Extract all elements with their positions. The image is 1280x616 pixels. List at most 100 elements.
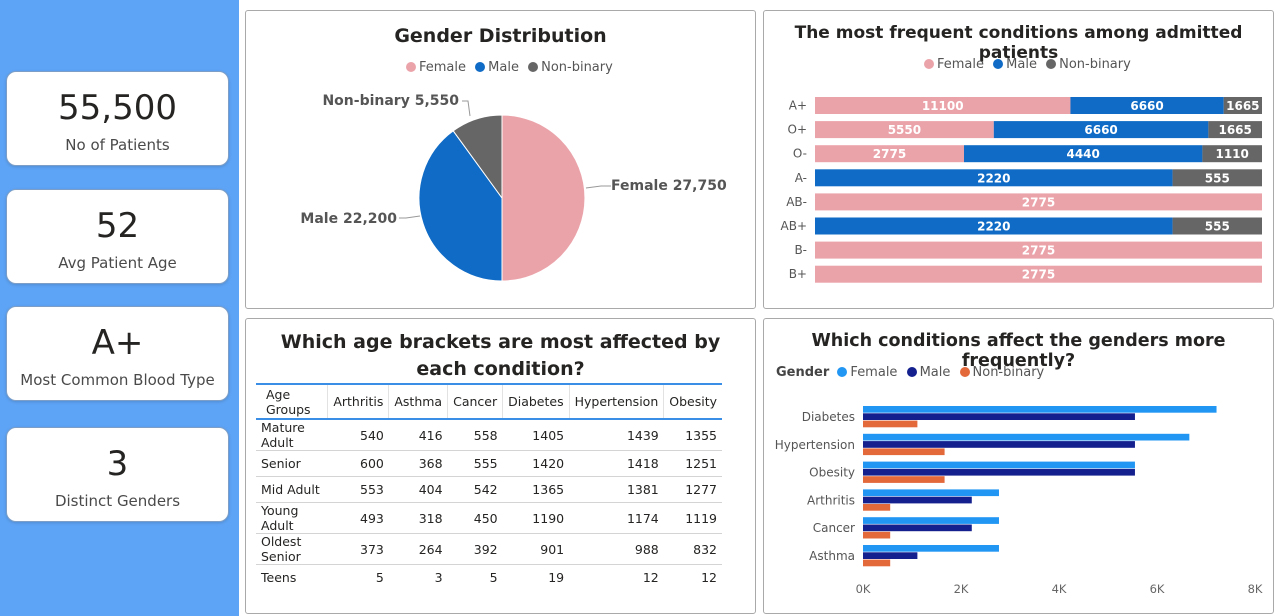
kpi-value-avg-age: 52 [95,206,140,246]
bar-segment-female[interactable] [815,121,994,139]
bar-nonbinary[interactable] [863,476,945,483]
bar-nonbinary[interactable] [863,559,891,567]
bar-nonbinary[interactable] [863,420,918,428]
table-row[interactable]: Mature Adult 540 416 558 1405 1439 1355 [256,419,722,451]
pie-slice-nonbinary[interactable] [452,114,503,200]
table-row[interactable]: Teens 5 3 5 19 12 12 [256,565,722,591]
kpi-card-genders[interactable]: 3 Distinct Genders [6,427,229,522]
category-label: Asthma [809,549,855,563]
table-cell: Senior [256,450,328,477]
bar-female[interactable] [863,461,1135,469]
blood-stacked-bar-chart[interactable]: A+ 11100 6660 1665 O+ 5550 6660 1665 O- 2775 4440 1… [764,91,1273,306]
data-label: 2775 [1022,244,1055,258]
bar-segment-male[interactable] [964,145,1203,163]
data-label: 5550 [888,123,921,137]
table-cell: 450 [447,502,503,534]
category-label: O+ [788,123,808,137]
table-cell: 901 [502,533,570,565]
gender-pie-chart[interactable]: Female 27,750 Male 22,200 Non-binary 5,5… [246,86,755,306]
table-cell: Young Adult [256,502,328,534]
col-header-diabetes[interactable]: Diabetes [502,383,570,420]
age-brackets-table: Age Groups Arthritis Asthma Cancer Diabe… [256,383,722,590]
x-tick-label: 0K [856,582,871,596]
table-row[interactable]: Mid Adult 553 404 542 1365 1381 1277 [256,476,722,503]
data-label: 6660 [1130,99,1163,113]
kpi-card-patients[interactable]: 55,500 No of Patients [6,71,229,166]
col-header-cancer[interactable]: Cancer [447,383,504,420]
table-cell: 264 [388,533,448,565]
legend-dot-female [837,367,848,377]
bar-segment-nonbinary[interactable] [1223,97,1262,114]
bar-female[interactable] [863,406,1217,413]
bar-female[interactable] [863,517,999,524]
pie-slice-female[interactable] [501,114,586,282]
bar-segment-male[interactable] [993,121,1209,139]
bar-segment-female[interactable] [815,241,1262,259]
kpi-value-blood-type: A+ [91,323,144,363]
col-header-obesity[interactable]: Obesity [663,383,722,420]
gender-distribution-card[interactable]: Gender Distribution Female Male Non-bina… [245,10,756,309]
table-cell: 558 [447,419,503,451]
pie-slice-male[interactable] [418,130,503,282]
table-row[interactable]: Senior 600 368 555 1420 1418 1251 [256,450,722,477]
kpi-card-blood-type[interactable]: A+ Most Common Blood Type [6,306,229,401]
kpi-label-genders: Distinct Genders [54,492,181,510]
bar-male[interactable] [863,524,972,532]
data-label: 555 [1205,220,1230,234]
col-header-age-groups[interactable]: Age Groups [256,383,329,420]
conditions-grouped-bar-chart[interactable]: Diabetes Hypertension Obesity Arthritis Canc… [764,393,1273,613]
data-label: 2775 [1022,195,1055,209]
bar-male[interactable] [863,496,972,504]
table-row[interactable]: Oldest Senior 373 264 392 901 988 832 [256,533,722,565]
col-header-arthritis[interactable]: Arthritis [327,383,390,420]
kpi-card-avg-age[interactable]: 52 Avg Patient Age [6,189,229,284]
table-cell: 392 [447,533,503,565]
table-cell: 553 [327,476,389,503]
bar-male[interactable] [863,413,1135,420]
table-header-row: Age Groups Arthritis Asthma Cancer Diabe… [256,383,722,420]
bar-segment-female[interactable] [815,97,1071,114]
bar-segment-male[interactable] [815,217,1173,235]
legend-label-female: Female [850,365,898,380]
bar-segment-nonbinary[interactable] [1172,169,1262,187]
table-cell: 12 [701,570,717,585]
bar-nonbinary[interactable] [863,531,891,539]
legend-label-nonbinary: Non-binary [972,365,1045,380]
category-label: B- [794,243,807,257]
bar-female[interactable] [863,489,999,497]
col-header-hypertension[interactable]: Hypertension [569,383,665,420]
bar-nonbinary[interactable] [863,448,945,456]
conditions-gender-card[interactable]: Which conditions affect the genders more… [763,318,1274,614]
bar-nonbinary[interactable] [863,504,891,511]
bar-male[interactable] [863,441,1135,448]
blood-type-card[interactable]: The most frequent conditions among admit… [763,10,1274,309]
bar-segment-male[interactable] [815,169,1173,187]
bar-segment-nonbinary[interactable] [1202,145,1262,163]
bar-female[interactable] [863,545,999,552]
col-header-asthma[interactable]: Asthma [388,383,449,420]
bar-segment-nonbinary[interactable] [1172,217,1262,235]
table-cell: 1405 [502,419,570,451]
data-label: 2775 [1022,268,1055,282]
bar-segment-male[interactable] [1070,97,1224,114]
bar-male[interactable] [863,552,918,559]
category-label: A+ [789,99,807,113]
bar-segment-nonbinary[interactable] [1208,121,1262,139]
table-cell: 1190 [502,502,570,534]
table-cell: 1381 [569,476,664,503]
category-label: AB- [786,195,807,209]
bar-segment-female[interactable] [815,145,964,163]
blood-chart-title: The most frequent conditions among admit… [794,23,1243,63]
gender-legend: Female Male Non-binary [401,60,613,75]
legend-label-male: Male [919,365,951,380]
bar-female[interactable] [863,433,1190,441]
bar-male[interactable] [863,468,1135,476]
age-brackets-card[interactable]: Which age brackets are most affected by … [245,318,756,614]
table-cell: 1174 [569,502,664,534]
table-cell: 1277 [663,476,722,503]
bar-segment-female[interactable] [815,193,1262,211]
category-label: A- [795,171,807,185]
table-row[interactable]: Young Adult 493 318 450 1190 1174 1119 [256,502,722,534]
bar-segment-female[interactable] [815,265,1262,283]
category-label: Arthritis [807,493,855,507]
